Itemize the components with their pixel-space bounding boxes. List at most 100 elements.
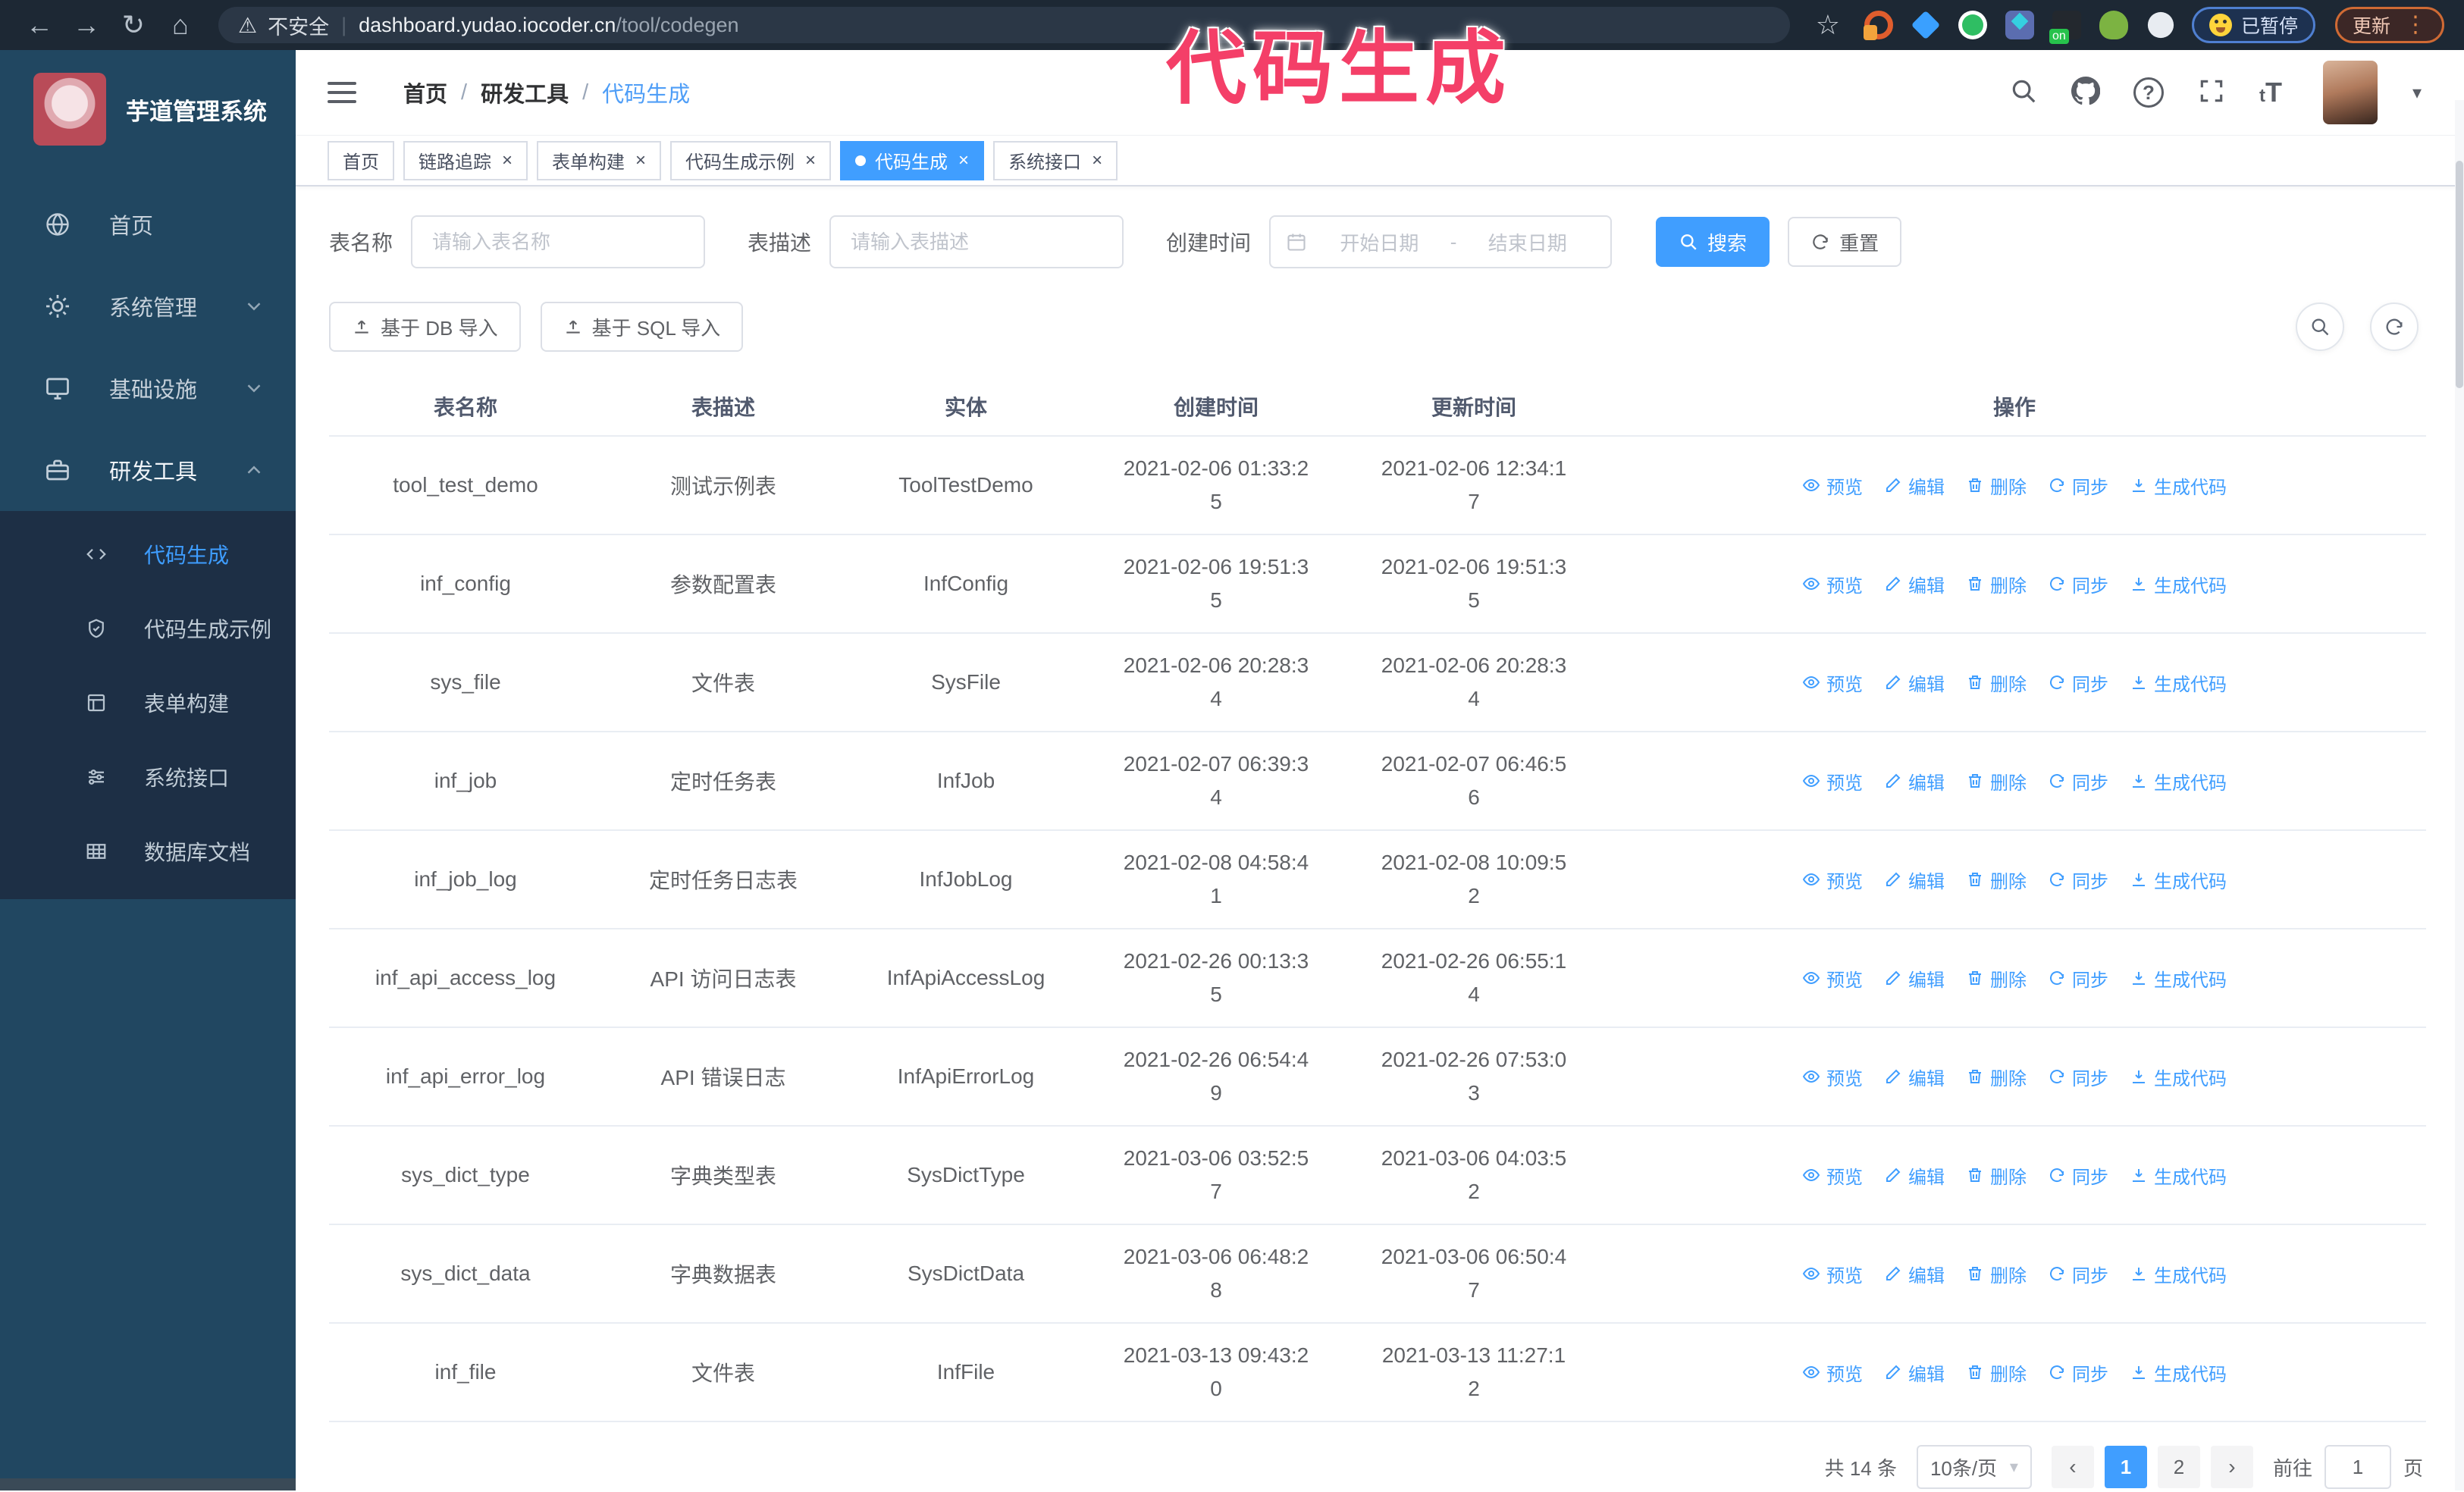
sidebar-item-1[interactable]: 系统管理 — [0, 265, 296, 347]
action-sync[interactable]: 同步 — [2048, 768, 2108, 795]
update-button[interactable]: 更新 ⋮ — [2334, 7, 2444, 43]
address-bar[interactable]: ⚠ 不安全 | dashboard.yudao.iocoder.cn/tool/… — [218, 7, 1790, 43]
scrollbar[interactable] — [2455, 100, 2464, 1490]
extension-icon-3[interactable] — [1958, 11, 1987, 39]
browser-menu-icon[interactable]: ⋮ — [2404, 12, 2427, 37]
action-download[interactable]: 生成代码 — [2130, 1162, 2227, 1189]
action-sync[interactable]: 同步 — [2048, 965, 2108, 992]
action-download[interactable]: 生成代码 — [2130, 965, 2227, 992]
action-edit[interactable]: 编辑 — [1884, 571, 1945, 597]
action-sync[interactable]: 同步 — [2048, 1359, 2108, 1386]
page-button-2[interactable]: 2 — [2157, 1446, 2200, 1488]
action-sync[interactable]: 同步 — [2048, 867, 2108, 893]
home-icon[interactable]: ⌂ — [172, 9, 189, 40]
action-eye[interactable]: 预览 — [1802, 1162, 1863, 1189]
action-sync[interactable]: 同步 — [2048, 669, 2108, 696]
table-name-input[interactable] — [411, 215, 706, 268]
action-download[interactable]: 生成代码 — [2130, 1359, 2227, 1386]
toggle-search-button[interactable] — [2296, 302, 2344, 351]
action-trash[interactable]: 删除 — [1966, 1162, 2027, 1189]
sidebar-item-0[interactable]: 首页 — [0, 183, 296, 265]
table-desc-input[interactable] — [829, 215, 1124, 268]
extension-icon-2[interactable] — [1911, 10, 1941, 40]
search-button[interactable]: 搜索 — [1656, 217, 1770, 267]
tab-3[interactable]: 代码生成示例 × — [670, 140, 832, 180]
reload-icon[interactable]: ↻ — [121, 9, 146, 40]
action-trash[interactable]: 删除 — [1966, 1064, 2027, 1090]
action-eye[interactable]: 预览 — [1802, 867, 1863, 893]
goto-page-input[interactable] — [2324, 1445, 2391, 1489]
font-size-icon[interactable]: tT — [2259, 77, 2282, 108]
close-icon[interactable]: × — [958, 149, 970, 171]
import-db-button[interactable]: 基于 DB 导入 — [329, 302, 521, 352]
action-sync[interactable]: 同步 — [2048, 1064, 2108, 1090]
action-edit[interactable]: 编辑 — [1884, 669, 1945, 696]
reset-button[interactable]: 重置 — [1788, 217, 1902, 267]
user-avatar[interactable] — [2322, 61, 2378, 124]
action-eye[interactable]: 预览 — [1802, 571, 1863, 597]
paused-badge[interactable]: 已暂停 — [2191, 7, 2315, 43]
action-trash[interactable]: 删除 — [1966, 867, 2027, 893]
action-edit[interactable]: 编辑 — [1884, 768, 1945, 795]
action-eye[interactable]: 预览 — [1802, 965, 1863, 992]
close-icon[interactable]: × — [635, 149, 647, 171]
action-trash[interactable]: 删除 — [1966, 1261, 2027, 1287]
logo-row[interactable]: 芋道管理系统 — [0, 50, 296, 164]
prev-page-button[interactable]: ‹ — [2051, 1446, 2094, 1488]
close-icon[interactable]: × — [502, 149, 513, 171]
sidebar-item-3[interactable]: 研发工具 — [0, 429, 296, 511]
action-download[interactable]: 生成代码 — [2130, 472, 2227, 499]
action-sync[interactable]: 同步 — [2048, 1162, 2108, 1189]
extension-icon-6[interactable] — [2099, 11, 2128, 39]
security-label[interactable]: 不安全 — [268, 15, 330, 39]
action-eye[interactable]: 预览 — [1802, 1261, 1863, 1287]
action-sync[interactable]: 同步 — [2048, 472, 2108, 499]
forward-icon[interactable]: → — [73, 9, 100, 40]
action-trash[interactable]: 删除 — [1966, 1359, 2027, 1386]
action-sync[interactable]: 同步 — [2048, 571, 2108, 597]
action-trash[interactable]: 删除 — [1966, 768, 2027, 795]
action-sync[interactable]: 同步 — [2048, 1261, 2108, 1287]
date-start-placeholder[interactable]: 开始日期 — [1340, 231, 1419, 255]
action-eye[interactable]: 预览 — [1802, 1064, 1863, 1090]
github-icon[interactable] — [2071, 76, 2101, 109]
tab-4[interactable]: 代码生成 × — [840, 140, 985, 180]
fullscreen-icon[interactable] — [2197, 77, 2226, 109]
back-icon[interactable]: ← — [26, 9, 53, 40]
sidebar-item-2[interactable]: 基础设施 — [0, 347, 296, 429]
action-edit[interactable]: 编辑 — [1884, 1359, 1945, 1386]
page-size-select[interactable]: 10条/页 ▾ — [1916, 1445, 2032, 1489]
action-edit[interactable]: 编辑 — [1884, 1064, 1945, 1090]
action-eye[interactable]: 预览 — [1802, 768, 1863, 795]
extension-icon-4[interactable] — [2005, 11, 2034, 39]
action-trash[interactable]: 删除 — [1966, 965, 2027, 992]
sidebar-subitem-4[interactable]: 数据库文档 — [0, 814, 296, 889]
date-end-placeholder[interactable]: 结束日期 — [1487, 231, 1567, 255]
action-edit[interactable]: 编辑 — [1884, 472, 1945, 499]
breadcrumb-tools[interactable]: 研发工具 — [481, 83, 569, 107]
extension-icon-5[interactable] — [2049, 11, 2081, 44]
sidebar-subitem-3[interactable]: 系统接口 — [0, 740, 296, 814]
scrollbar-thumb[interactable] — [2456, 161, 2463, 388]
action-trash[interactable]: 删除 — [1966, 669, 2027, 696]
date-range-picker[interactable]: 开始日期 - 结束日期 — [1269, 215, 1613, 268]
hamburger-icon[interactable] — [328, 82, 356, 103]
action-edit[interactable]: 编辑 — [1884, 965, 1945, 992]
action-download[interactable]: 生成代码 — [2130, 867, 2227, 893]
action-trash[interactable]: 删除 — [1966, 472, 2027, 499]
next-page-button[interactable]: › — [2210, 1446, 2253, 1488]
bookmark-star-icon[interactable]: ☆ — [1815, 9, 1840, 40]
sidebar-subitem-0[interactable]: 代码生成 — [0, 517, 296, 591]
action-trash[interactable]: 删除 — [1966, 571, 2027, 597]
extension-icon-1[interactable] — [1863, 11, 1893, 40]
tab-5[interactable]: 系统接口 × — [993, 140, 1118, 180]
close-icon[interactable]: × — [805, 149, 817, 171]
close-icon[interactable]: × — [1092, 149, 1103, 171]
action-edit[interactable]: 编辑 — [1884, 867, 1945, 893]
action-download[interactable]: 生成代码 — [2130, 669, 2227, 696]
search-icon[interactable] — [2009, 77, 2038, 109]
action-edit[interactable]: 编辑 — [1884, 1162, 1945, 1189]
help-icon[interactable]: ? — [2133, 77, 2164, 108]
extension-icon-7[interactable] — [2147, 11, 2174, 39]
action-eye[interactable]: 预览 — [1802, 669, 1863, 696]
